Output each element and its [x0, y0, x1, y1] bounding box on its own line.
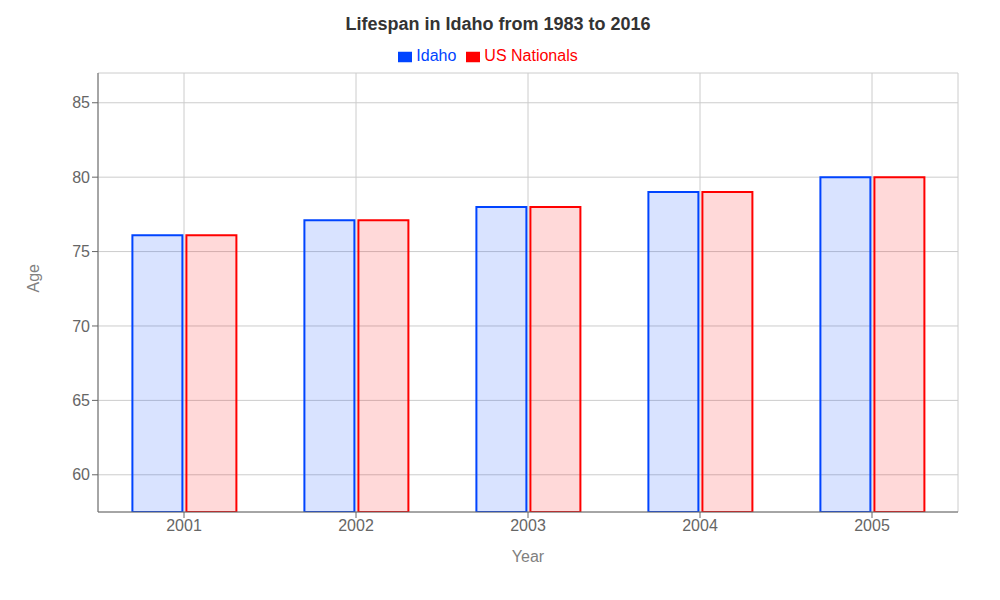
svg-text:80: 80: [72, 169, 90, 186]
svg-text:2002: 2002: [338, 517, 374, 534]
svg-text:75: 75: [72, 243, 90, 260]
html-text:Lifespan in Idaho from 1983 to: Lifespan in Idaho from 1983 to 2016: [345, 14, 651, 34]
svg-text:2005: 2005: [854, 517, 890, 534]
svg-text:Year: Year: [512, 548, 545, 565]
svg-text:2004: 2004: [682, 517, 718, 534]
svg-text:2001: 2001: [166, 517, 202, 534]
svg-text:60: 60: [72, 466, 90, 483]
svg-text:Age: Age: [25, 264, 42, 293]
svg-text:65: 65: [72, 392, 90, 409]
svg-text:85: 85: [72, 94, 90, 111]
html-text:Idaho: Idaho: [416, 47, 457, 64]
svg-text:2003: 2003: [510, 517, 546, 534]
html-text:US Nationals: US Nationals: [484, 47, 578, 64]
svg-text:70: 70: [72, 318, 90, 335]
